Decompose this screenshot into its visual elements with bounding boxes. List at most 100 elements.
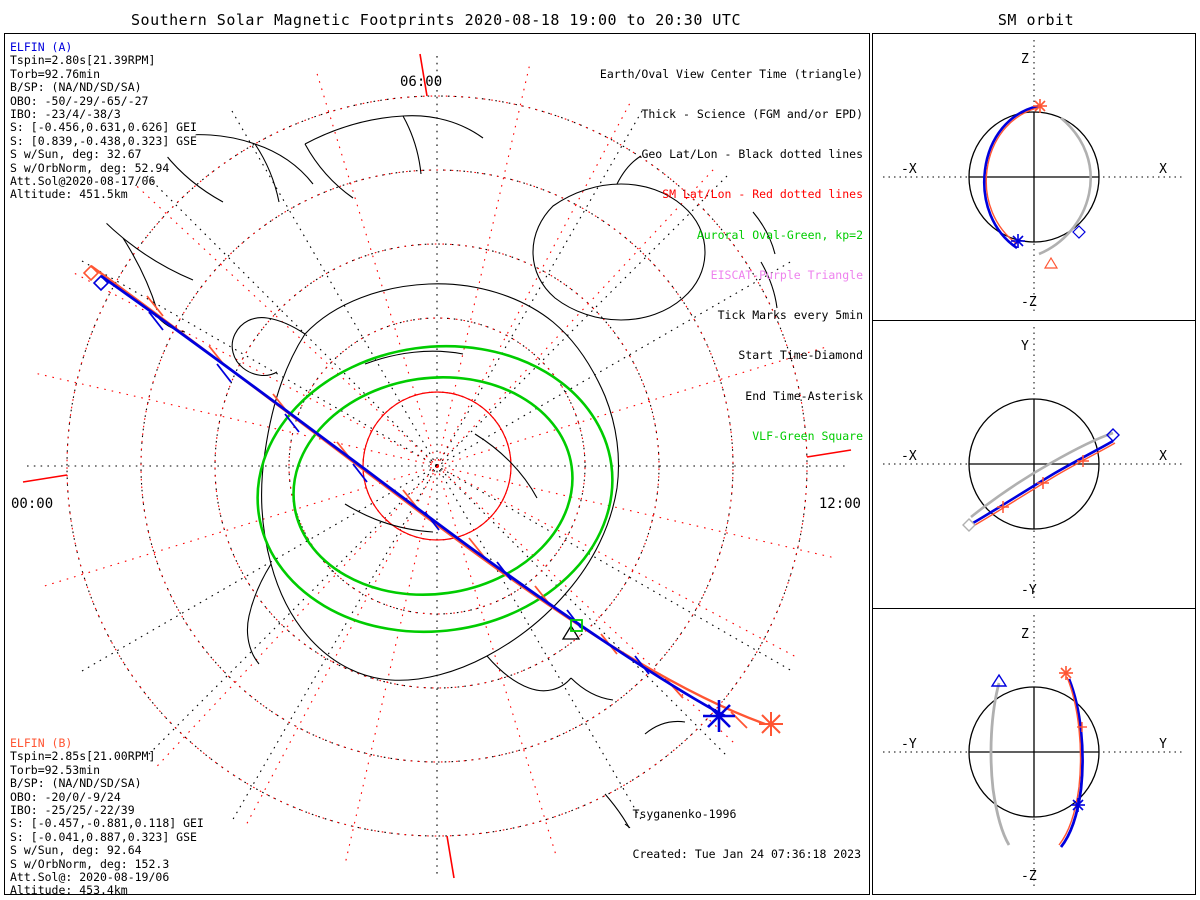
elfin-b-line-1: Torb=92.53min <box>10 762 101 777</box>
panel3-end-asterisk <box>1071 797 1085 812</box>
elfin-a-line-6: S: [0.839,-0.438,0.323] GSE <box>10 133 197 148</box>
elfin-b-line-9: Att.Sol@: 2020-08-19/06 <box>10 870 170 885</box>
panel1-start-asterisk <box>1033 99 1047 113</box>
elfin-a-line-1: Torb=92.76min <box>10 66 101 81</box>
panel2-end-diamond <box>1106 428 1120 443</box>
panel3-start-asterisk <box>1059 665 1073 680</box>
elfin-b-line-0: Tspin=2.85s[21.00RPM] <box>10 749 156 764</box>
panel2-axis-bottom: -Y <box>1021 582 1037 598</box>
elfin-b-info: ELFIN (B) Tspin=2.85s[21.00RPM] Torb=92.… <box>10 736 204 895</box>
panel1-start-diamond <box>1072 225 1086 239</box>
elfin-a-header: ELFIN (A) <box>10 40 73 54</box>
sm-inner-circle <box>362 391 512 541</box>
mlt-label-dawn: 06:00 <box>400 74 443 90</box>
panel2-tick-asterisks <box>997 455 1089 514</box>
vlf-green-square <box>570 619 583 632</box>
elfin-a-start-diamond <box>92 274 110 292</box>
legend-item-5: EISCAT-Purple Triangle <box>710 267 863 282</box>
polar-map-svg <box>22 53 852 879</box>
legend-item-2: Geo Lat/Lon - Black dotted lines <box>641 147 863 162</box>
legend-item-4: Auroral Oval-Green, kp=2 <box>696 227 863 242</box>
panel2-orbit-elfin-b <box>974 442 1116 526</box>
polar-map-panel: ELFIN (A) Tspin=2.80s[21.39RPM] Torb=92.… <box>4 33 870 895</box>
elfin-b-line-10: Altitude: 453.4km <box>10 883 128 895</box>
panel1-center-triangle <box>1043 256 1059 269</box>
panel1-earth-circle <box>968 111 1100 243</box>
panel1-orbit-elfin-a <box>982 104 1040 250</box>
elfin-a-line-5: S: [-0.456,0.631,0.626] GEI <box>10 120 197 135</box>
panel3-axis-bottom: -Z <box>1021 868 1037 884</box>
panel1-dotted-axes <box>883 40 1185 314</box>
panel2-orbit-elfin-a <box>972 440 1114 525</box>
legend-item-9: VLF-Green Square <box>752 428 863 443</box>
elfin-a-track <box>92 274 735 732</box>
elfin-a-line-2: B/SP: (NA/ND/SD/SA) <box>10 80 142 95</box>
legend-item-6: Tick Marks every 5min <box>717 308 863 323</box>
panel2-earth-circle <box>968 398 1100 530</box>
elfin-b-line-8: S w/OrbNorm, deg: 152.3 <box>10 856 170 871</box>
elfin-a-end-asterisk <box>703 700 735 732</box>
sm-orbit-panels: Z -Z -X X <box>872 33 1196 895</box>
panel3-orbit-elfin-a <box>1059 678 1084 848</box>
panel1-earth-axes <box>969 112 1099 242</box>
model-name: Tsyganenko-1996 <box>632 806 737 821</box>
orbit-panel-xy: Y -Y -X X <box>872 320 1196 608</box>
panel2-start-diamond <box>962 518 976 533</box>
elfin-a-line-9: Att.Sol@2020-08-17/06 <box>10 174 156 189</box>
legend-item-0: Earth/Oval View Center Time (triangle) <box>599 66 863 81</box>
panel1-end-asterisk <box>1011 234 1025 248</box>
legend-item-7: Start Time-Diamond <box>738 348 863 363</box>
elfin-a-line-10: Altitude: 451.5km <box>10 187 128 202</box>
legend-item-8: End Time-Asterisk <box>745 388 863 403</box>
elfin-b-line-5: S: [-0.457,-0.881,0.118] GEI <box>10 816 204 831</box>
panel3-center-triangle <box>990 673 1008 687</box>
elfin-a-line-3: OBO: -50/-29/-65/-27 <box>10 93 149 108</box>
elfin-a-tick-marks <box>148 311 650 675</box>
panel3-axis-right: Y <box>1159 736 1167 752</box>
orbit-panel-yz: Z -Z -Y Y <box>872 607 1196 895</box>
mlt-label-noon: 12:00 <box>818 496 861 512</box>
panel1-orbit-gray <box>1038 117 1092 256</box>
legend-item-1: Thick - Science (FGM and/or EPD) <box>641 107 863 122</box>
panel2-axis-top: Y <box>1021 339 1029 355</box>
panel2-dotted-axes <box>883 327 1185 602</box>
panel3-tick-marks <box>1077 721 1087 732</box>
sm-axis-ticks <box>22 53 852 879</box>
page-title: Southern Solar Magnetic Footprints 2020-… <box>131 11 741 29</box>
elfin-b-start-diamond <box>82 264 100 282</box>
panel3-dotted-axes <box>883 614 1185 889</box>
panel2-orbit-gray <box>970 432 1114 519</box>
elfin-b-line-6: S: [-0.041,0.887,0.323] GSE <box>10 829 197 844</box>
plot-credits: Tsyganenko-1996 Created: Tue Jan 24 07:3… <box>633 781 861 888</box>
panel2-axis-left: -X <box>901 449 917 465</box>
elfin-a-line-8: S w/OrbNorm, deg: 52.94 <box>10 160 170 175</box>
panel1-axis-right: X <box>1159 162 1167 177</box>
view-center-triangle <box>561 624 581 640</box>
panel1-axis-bottom: -Z <box>1021 295 1037 311</box>
panel3-axis-top: Z <box>1021 626 1029 642</box>
panel3-orbit-elfin-b <box>1058 676 1082 846</box>
panel2-earth-axes <box>969 399 1099 530</box>
created-timestamp: Created: Tue Jan 24 07:36:18 2023 <box>632 846 861 861</box>
elfin-a-line-0: Tspin=2.80s[21.39RPM] <box>10 53 156 68</box>
legend-item-3: SM Lat/Lon - Red dotted lines <box>662 187 863 202</box>
panel3-orbit-gray <box>989 682 1011 846</box>
elfin-a-line-7: S w/Sun, deg: 32.67 <box>10 147 142 162</box>
elfin-a-info: ELFIN (A) Tspin=2.80s[21.39RPM] Torb=92.… <box>10 40 197 202</box>
elfin-b-header: ELFIN (B) <box>10 736 73 750</box>
mlt-label-midnight: 00:00 <box>11 496 54 512</box>
elfin-b-line-7: S w/Sun, deg: 92.64 <box>10 843 142 858</box>
orbit-panel-xz: Z -Z -X X <box>872 33 1196 321</box>
elfin-b-end-asterisk <box>759 712 783 736</box>
elfin-a-line-4: IBO: -23/4/-38/3 <box>10 107 121 122</box>
panel2-axis-right: X <box>1159 449 1167 465</box>
panel3-earth-circle <box>968 685 1100 818</box>
elfin-b-line-4: IBO: -25/25/-22/39 <box>10 803 135 818</box>
elfin-b-line-3: OBO: -20/0/-9/24 <box>10 789 121 804</box>
map-legend: Earth/Oval View Center Time (triangle) T… <box>600 41 863 470</box>
panel1-orbit-elfin-b <box>985 107 1038 245</box>
orbit-panel-title: SM orbit <box>997 11 1075 29</box>
geo-longitude-grid <box>27 56 847 876</box>
panel1-axis-top: Z <box>1021 52 1029 67</box>
